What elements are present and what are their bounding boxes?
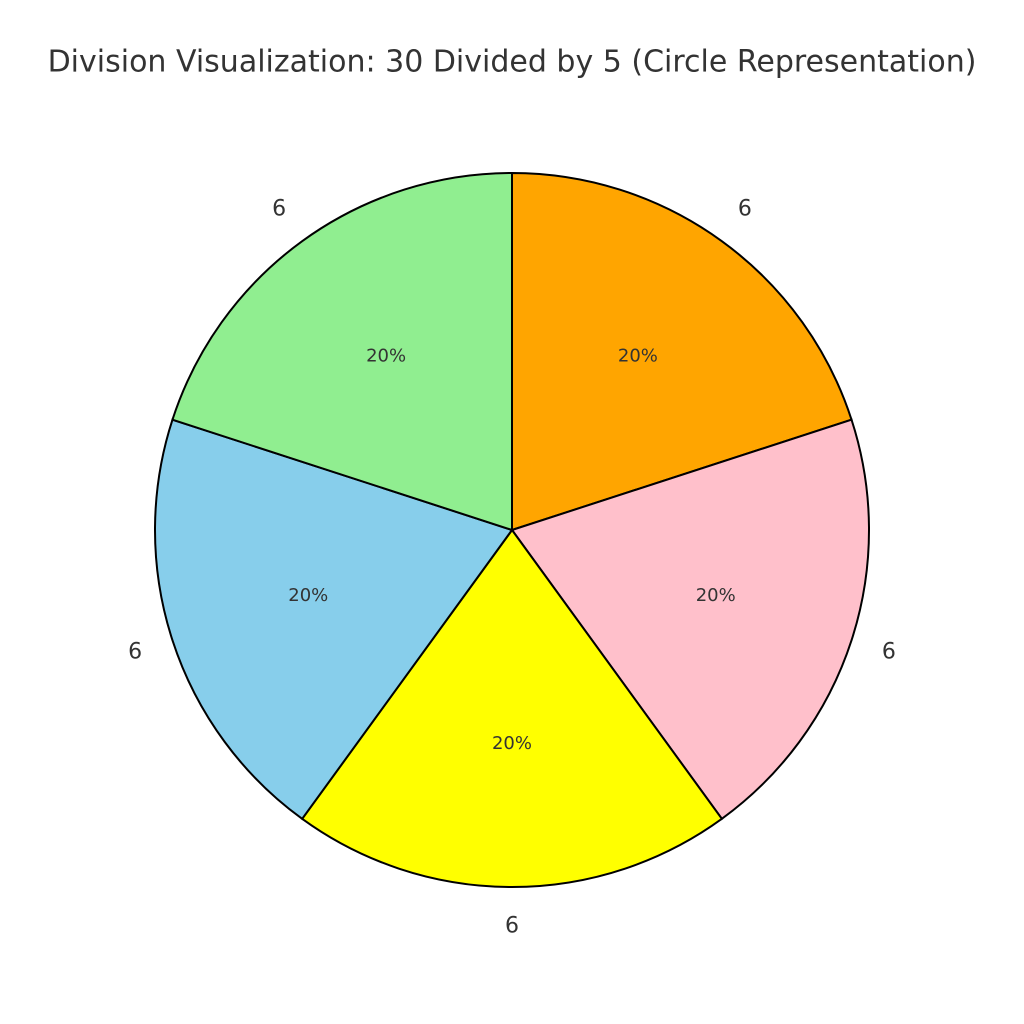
category-label: 6	[505, 913, 519, 938]
category-label: 6	[128, 639, 142, 664]
value-label: 20%	[366, 346, 406, 367]
value-label: 20%	[696, 585, 736, 606]
value-label: 20%	[618, 346, 658, 367]
pie-slice	[171, 171, 513, 532]
category-label: 6	[882, 639, 896, 664]
category-label: 6	[738, 196, 752, 221]
pie-slice	[300, 528, 724, 888]
value-label: 20%	[288, 585, 328, 606]
chart-title: Division Visualization: 30 Divided by 5 …	[48, 45, 977, 80]
pie-slice	[510, 418, 870, 821]
value-label: 20%	[492, 733, 532, 754]
pie-slice	[154, 418, 514, 821]
pie-slice	[511, 171, 853, 532]
category-label: 6	[272, 196, 286, 221]
